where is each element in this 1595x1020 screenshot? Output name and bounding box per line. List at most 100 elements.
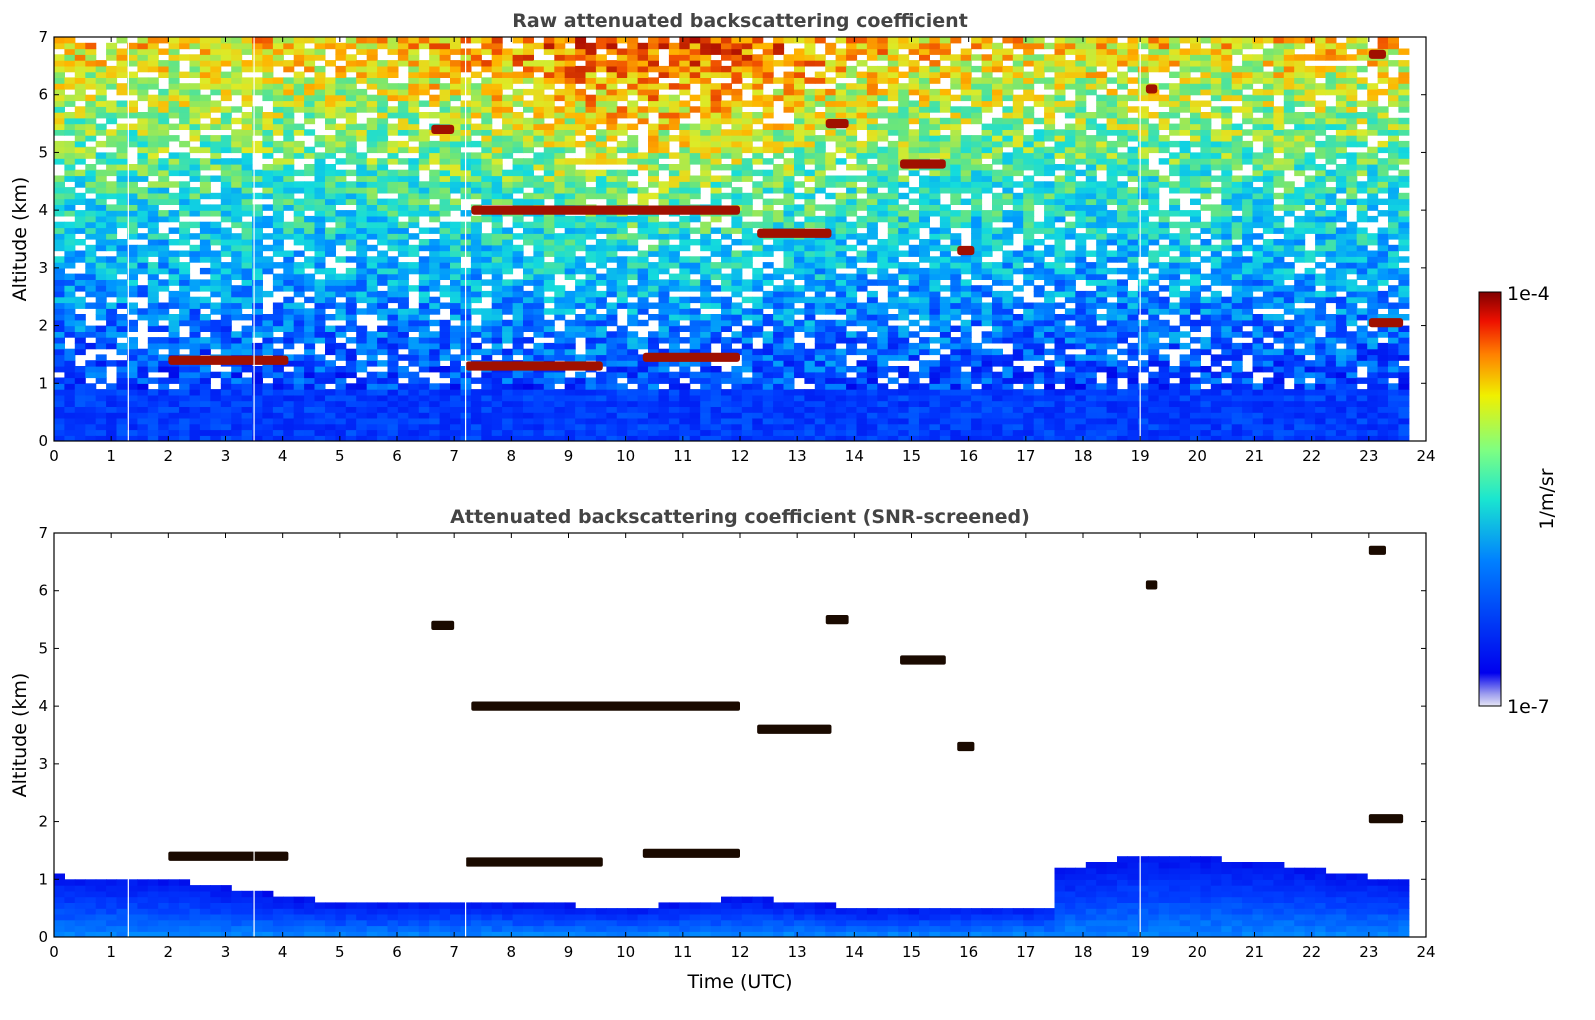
- heatmap-cell: [491, 250, 503, 257]
- heatmap-cell: [272, 389, 284, 396]
- heatmap-cell: [627, 354, 639, 361]
- heatmap-cell: [418, 279, 430, 286]
- heatmap-cell: [179, 187, 191, 194]
- heatmap-cell: [304, 342, 316, 350]
- heatmap-cell: [168, 88, 180, 96]
- heatmap-cell: [272, 302, 284, 309]
- heatmap-cell: [689, 37, 701, 44]
- heatmap-cell: [898, 302, 910, 309]
- heatmap-cell: [752, 406, 764, 413]
- heatmap-cell: [689, 60, 701, 67]
- heatmap-cell: [470, 227, 482, 234]
- heatmap-cell: [252, 325, 263, 332]
- heatmap-cell: [335, 348, 347, 356]
- heatmap-cell: [272, 273, 284, 280]
- heatmap-cell: [929, 435, 941, 441]
- heatmap-cell: [85, 60, 97, 67]
- heatmap-cell: [700, 71, 712, 78]
- heatmap-cell: [491, 158, 503, 165]
- heatmap-cell: [523, 158, 534, 165]
- heatmap-cell: [85, 262, 97, 269]
- heatmap-cell: [668, 71, 680, 78]
- heatmap-cell: [304, 192, 316, 200]
- heatmap-cell: [866, 256, 878, 263]
- heatmap-cell: [54, 100, 65, 107]
- heatmap-cell: [356, 88, 368, 96]
- heatmap-cell: [825, 42, 837, 50]
- heatmap-cell: [137, 360, 149, 367]
- heatmap-cell: [366, 296, 378, 304]
- heatmap-cell: [575, 371, 587, 379]
- heatmap-cell: [575, 117, 587, 125]
- heatmap-cell: [210, 371, 222, 379]
- heatmap-cell: [366, 354, 378, 361]
- heatmap-cell: [64, 192, 76, 200]
- heatmap-cell: [668, 250, 680, 257]
- heatmap-cell: [210, 302, 222, 309]
- heatmap-cell: [356, 285, 368, 292]
- heatmap-cell: [189, 135, 201, 142]
- heatmap-cell: [220, 204, 232, 211]
- heatmap-cell: [106, 77, 118, 84]
- heatmap-cell: [731, 429, 743, 436]
- heatmap-cell: [397, 123, 409, 130]
- heatmap-cell: [679, 389, 691, 396]
- heatmap-cell: [481, 435, 493, 441]
- heatmap-cell: [846, 394, 858, 402]
- heatmap-cell: [314, 192, 326, 200]
- heatmap-cell: [648, 54, 659, 61]
- heatmap-cell: [773, 354, 785, 361]
- heatmap-cell: [804, 256, 816, 263]
- heatmap-cell: [325, 112, 336, 119]
- heatmap-cell: [523, 400, 534, 407]
- heatmap-cell: [179, 210, 191, 217]
- heatmap-cell: [543, 37, 555, 44]
- heatmap-cell: [241, 348, 253, 356]
- heatmap-cell: [762, 54, 774, 61]
- heatmap-cell: [450, 198, 461, 205]
- heatmap-cell: [648, 302, 659, 309]
- heatmap-cell: [523, 164, 534, 171]
- heatmap-cell: [877, 302, 889, 309]
- heatmap-cell: [523, 267, 534, 275]
- heatmap-cell: [721, 314, 732, 321]
- heatmap-cell: [554, 181, 566, 188]
- heatmap-cell: [293, 389, 305, 396]
- heatmap-cell: [866, 187, 878, 194]
- heatmap-cell: [127, 302, 138, 309]
- heatmap-cell: [533, 215, 545, 223]
- heatmap-cell: [74, 71, 86, 78]
- heatmap-cell: [450, 394, 461, 402]
- heatmap-cell: [397, 273, 409, 280]
- heatmap-cell: [137, 83, 149, 90]
- heatmap-cell: [85, 164, 97, 171]
- heatmap-cell: [741, 117, 753, 125]
- heatmap-cell: [773, 412, 785, 419]
- heatmap-cell: [345, 308, 357, 315]
- heatmap-cell: [127, 77, 138, 84]
- heatmap-cell: [220, 77, 232, 84]
- heatmap-cell: [377, 221, 389, 229]
- heatmap-cell: [679, 106, 691, 113]
- heatmap-cell: [866, 244, 878, 252]
- heatmap-cell: [314, 337, 326, 344]
- heatmap-cell: [595, 435, 607, 441]
- heatmap-cell: [356, 412, 368, 419]
- heatmap-cell: [919, 256, 930, 263]
- heatmap-cell: [804, 308, 816, 315]
- heatmap-cell: [377, 412, 389, 419]
- heatmap-cell: [356, 256, 368, 263]
- heatmap-cell: [668, 435, 680, 441]
- heatmap-cell: [314, 262, 326, 269]
- heatmap-cell: [241, 331, 253, 338]
- heatmap-cell: [377, 423, 389, 431]
- heatmap-cell: [168, 400, 180, 407]
- heatmap-cell: [814, 215, 826, 223]
- heatmap-cell: [304, 65, 316, 73]
- heatmap-cell: [804, 37, 816, 44]
- heatmap-cell: [106, 331, 118, 338]
- heatmap-cell: [887, 279, 899, 286]
- heatmap-cell: [220, 429, 232, 436]
- heatmap-cell: [721, 325, 732, 332]
- heatmap-cell: [377, 389, 389, 396]
